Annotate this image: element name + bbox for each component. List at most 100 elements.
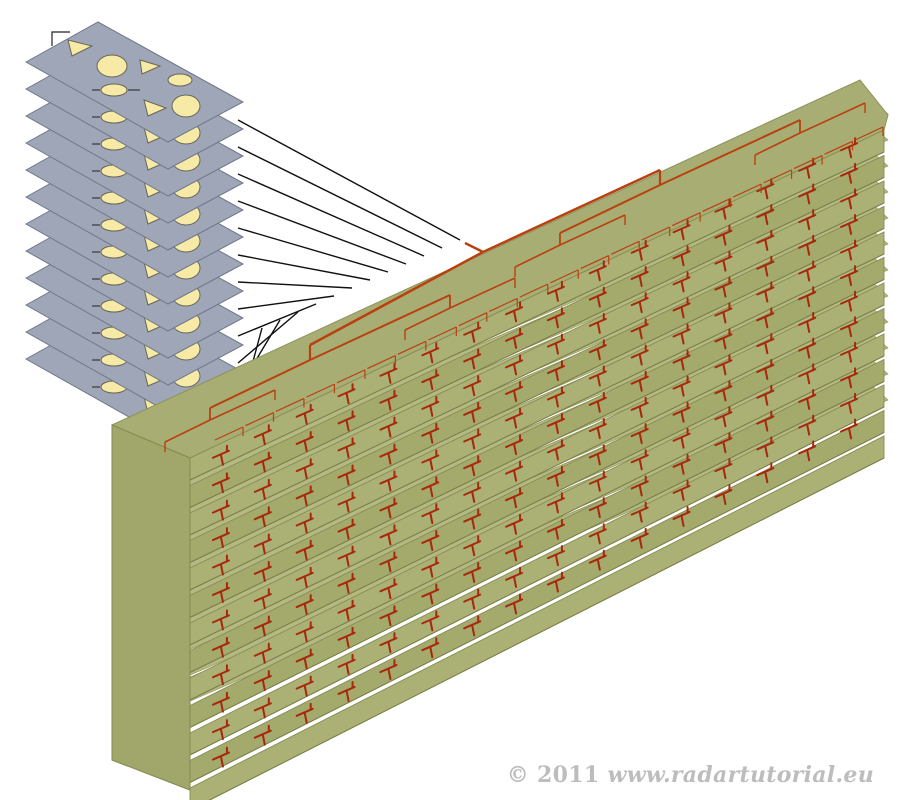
antenna-element (798, 260, 817, 282)
antenna-element (798, 388, 817, 410)
feed-line (671, 212, 701, 227)
antenna-element (295, 648, 314, 670)
feed-line (854, 126, 884, 141)
antenna-element (505, 354, 524, 376)
amplifier-symbol (143, 99, 168, 117)
feed-line (428, 326, 457, 341)
board-rib-shadow (189, 381, 885, 728)
antenna-element (840, 341, 859, 363)
feed-line (702, 197, 731, 212)
antenna-element (505, 434, 524, 456)
antenna-element (253, 724, 272, 746)
copyright-year: 2011 (537, 762, 600, 788)
antenna-element (421, 610, 440, 632)
antenna-element (588, 470, 607, 492)
antenna-element (546, 492, 565, 514)
board-rib-shadow (189, 202, 885, 536)
feed-line (559, 214, 626, 246)
antenna-element (337, 545, 356, 567)
antenna-element (379, 389, 398, 411)
antenna-element (505, 593, 524, 615)
feed-line (824, 140, 853, 155)
antenna-element (463, 455, 482, 477)
antenna-element (798, 337, 817, 359)
antenna-element (253, 642, 272, 664)
feed-line (404, 307, 451, 331)
antenna-element (714, 406, 733, 428)
antenna-element (546, 280, 565, 302)
antenna-element (421, 556, 440, 578)
antenna-element (630, 370, 649, 392)
antenna-element (295, 594, 314, 616)
board-rib-shadow (189, 177, 885, 508)
feed-line (449, 277, 516, 309)
antenna-element (211, 746, 230, 768)
antenna-element (463, 375, 482, 397)
antenna-element (379, 551, 398, 573)
antenna-element (211, 581, 230, 603)
feed-line (732, 183, 762, 198)
antenna-element (630, 527, 649, 549)
antenna-element (798, 286, 817, 308)
antenna-element (630, 396, 649, 418)
antenna-element (421, 503, 440, 525)
antenna-element (505, 407, 524, 429)
antenna-element (421, 449, 440, 471)
antenna-element (714, 354, 733, 376)
board-rib-shadow (189, 228, 885, 563)
antenna-element (840, 162, 859, 184)
antenna-element (379, 470, 398, 492)
antenna-element (463, 401, 482, 423)
antenna-element (211, 636, 230, 658)
board-front-ribs (111, 129, 885, 800)
module-wire (237, 200, 407, 265)
antenna-element (588, 365, 607, 387)
antenna-element (211, 527, 230, 549)
antenna-element (295, 675, 314, 697)
module-wire (237, 295, 335, 310)
antenna-element (253, 478, 272, 500)
feed-line (209, 359, 311, 409)
antenna-element (295, 621, 314, 643)
antenna-element (379, 362, 398, 384)
antenna-element (840, 265, 859, 287)
antenna-element (379, 632, 398, 654)
antenna-element (505, 566, 524, 588)
feed-line (659, 119, 801, 186)
antenna-element (630, 344, 649, 366)
antenna-element (840, 392, 859, 414)
antenna-element (379, 659, 398, 681)
antenna-element (295, 403, 314, 425)
antenna-element (840, 137, 859, 159)
antenna-element (756, 410, 775, 432)
antenna-element (337, 383, 356, 405)
circulator-symbol (171, 94, 201, 118)
antenna-element (588, 497, 607, 519)
feed-line (519, 283, 549, 298)
feed-network (164, 102, 884, 452)
antenna-element (379, 497, 398, 519)
antenna-element (546, 571, 565, 593)
copyright-website[interactable]: www.radartutorial.eu (607, 762, 874, 788)
module-wire (237, 254, 371, 281)
feed-line (367, 355, 396, 370)
antenna-element (840, 188, 859, 210)
antenna-element (630, 501, 649, 523)
antenna-element (714, 198, 733, 220)
antenna-element (337, 410, 356, 432)
antenna-element (505, 487, 524, 509)
copyright-symbol: © (506, 762, 530, 788)
feed-line (464, 241, 484, 254)
antenna-element (295, 702, 314, 724)
feed-line (793, 155, 823, 170)
board-rib-shadow (189, 330, 885, 673)
antenna-element (798, 363, 817, 385)
antenna-element (672, 219, 691, 241)
feed-line (309, 250, 484, 347)
antenna-element (798, 311, 817, 333)
feed-line (641, 226, 670, 241)
feed-line (336, 369, 366, 384)
feed-line (514, 244, 561, 268)
feed-line (610, 240, 640, 255)
antenna-element (798, 414, 817, 436)
